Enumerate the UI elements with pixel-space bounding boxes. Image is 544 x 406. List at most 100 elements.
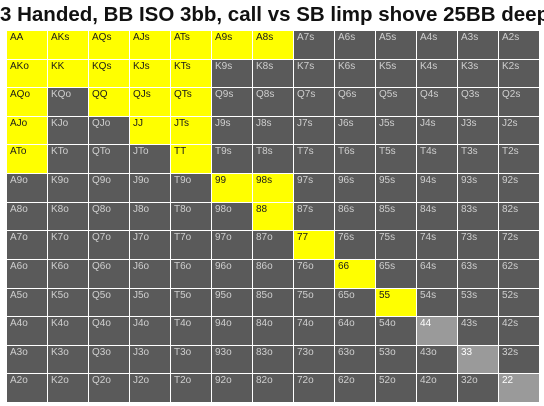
hand-label: K4s (420, 60, 438, 72)
hand-label: Q7o (92, 232, 111, 244)
hand-label: QJo (92, 117, 111, 129)
hand-label: 73o (297, 346, 314, 358)
hand-cell-J5s: J5s (376, 116, 417, 146)
hand-cell-A4s: A4s (417, 31, 458, 60)
hand-label: Q8o (92, 203, 111, 215)
hand-cell-87o: 87o (253, 231, 294, 260)
hand-label: Q9s (215, 89, 234, 101)
hand-cell-Q7o: Q7o (89, 231, 130, 260)
hand-label: Q8s (256, 89, 275, 101)
hand-cell-97o: 97o (212, 231, 253, 260)
hand-cell-A6o: A6o (7, 259, 48, 289)
hand-cell-K7s: K7s (294, 59, 335, 89)
hand-cell-A3o: A3o (7, 345, 48, 375)
hand-label: JJ (133, 117, 143, 129)
hand-cell-76o: 76o (294, 259, 335, 289)
hand-label: 96o (215, 260, 232, 272)
hand-label: J5s (379, 117, 395, 129)
hand-label: K2o (51, 375, 69, 387)
hand-cell-87s: 87s (294, 202, 335, 232)
hand-cell-Q3s: Q3s (458, 88, 499, 117)
hand-label: Q9o (92, 175, 111, 187)
hand-label: 74o (297, 318, 314, 330)
hand-label: 42o (420, 375, 437, 387)
hand-label: KQo (51, 89, 72, 101)
hand-label: A4o (10, 318, 28, 330)
hand-label: AJs (133, 32, 150, 43)
hand-cell-22: 22 (499, 374, 540, 403)
hand-cell-JJ: JJ (130, 116, 171, 146)
hand-cell-65s: 65s (376, 259, 417, 289)
hand-cell-AQs: AQs (89, 31, 130, 60)
hand-label: 64o (338, 318, 355, 330)
hand-label: 93o (215, 346, 232, 358)
hand-cell-K9o: K9o (48, 174, 89, 203)
hand-label: Q4o (92, 318, 111, 330)
hand-label: J6s (338, 117, 354, 129)
hand-label: 95s (379, 175, 396, 187)
hand-cell-62s: 62s (499, 259, 540, 289)
hand-cell-Q3o: Q3o (89, 345, 130, 375)
hand-label: A4s (420, 32, 438, 43)
hand-label: J7s (297, 117, 313, 129)
hand-cell-T6s: T6s (335, 145, 376, 175)
hand-label: 22 (502, 375, 514, 387)
hand-cell-52o: 52o (376, 374, 417, 403)
hand-cell-Q6s: Q6s (335, 88, 376, 117)
hand-cell-73s: 73s (458, 231, 499, 260)
hand-label: T3s (461, 146, 478, 158)
hand-cell-J3s: J3s (458, 116, 499, 146)
hand-cell-92s: 92s (499, 174, 540, 203)
hand-label: J2s (502, 117, 518, 129)
hand-label: 53s (461, 289, 478, 301)
hand-label: J9s (215, 117, 231, 129)
hand-cell-K9s: K9s (212, 59, 253, 89)
hand-label: 94s (420, 175, 437, 187)
hand-cell-A4o: A4o (7, 317, 48, 346)
hand-label: KJo (51, 117, 69, 129)
hand-cell-A9s: A9s (212, 31, 253, 60)
hand-label: T5o (174, 289, 192, 301)
hand-cell-99: 99 (212, 174, 253, 203)
hand-cell-95s: 95s (376, 174, 417, 203)
hand-label: T6s (338, 146, 355, 158)
hand-cell-QTo: QTo (89, 145, 130, 175)
hand-cell-A5s: A5s (376, 31, 417, 60)
hand-label: 52s (502, 289, 519, 301)
hand-label: JTs (174, 117, 189, 129)
hand-label: K5s (379, 60, 397, 72)
hand-cell-Q2s: Q2s (499, 88, 540, 117)
hand-label: Q2o (92, 375, 111, 387)
hand-label: K5o (51, 289, 69, 301)
hand-label: K3o (51, 346, 69, 358)
hand-label: 97o (215, 232, 232, 244)
hand-cell-J9o: J9o (130, 174, 171, 203)
hand-cell-Q9o: Q9o (89, 174, 130, 203)
hand-label: 77 (297, 232, 309, 244)
hand-cell-43o: 43o (417, 345, 458, 375)
hand-label: 92s (502, 175, 519, 187)
hand-label: 54s (420, 289, 437, 301)
hand-cell-77: 77 (294, 231, 335, 260)
hand-label: T4o (174, 318, 192, 330)
hand-cell-AJs: AJs (130, 31, 171, 60)
hand-label: KQs (92, 60, 112, 72)
hand-cell-A7s: A7s (294, 31, 335, 60)
hand-cell-J2o: J2o (130, 374, 171, 403)
hand-cell-T2s: T2s (499, 145, 540, 175)
hand-label: A5o (10, 289, 28, 301)
hand-cell-J6o: J6o (130, 259, 171, 289)
hand-label: A5s (379, 32, 397, 43)
hand-label: K4o (51, 318, 69, 330)
hand-label: T3o (174, 346, 192, 358)
hand-cell-62o: 62o (335, 374, 376, 403)
hand-cell-K8s: K8s (253, 59, 294, 89)
hand-label: Q3o (92, 346, 111, 358)
hand-cell-42o: 42o (417, 374, 458, 403)
hand-cell-AQo: AQo (7, 88, 48, 117)
hand-label: 62s (502, 260, 519, 272)
hand-label: T2o (174, 375, 192, 387)
hand-cell-63o: 63o (335, 345, 376, 375)
hand-label: A7s (297, 32, 315, 43)
hand-label: KTo (51, 146, 69, 158)
